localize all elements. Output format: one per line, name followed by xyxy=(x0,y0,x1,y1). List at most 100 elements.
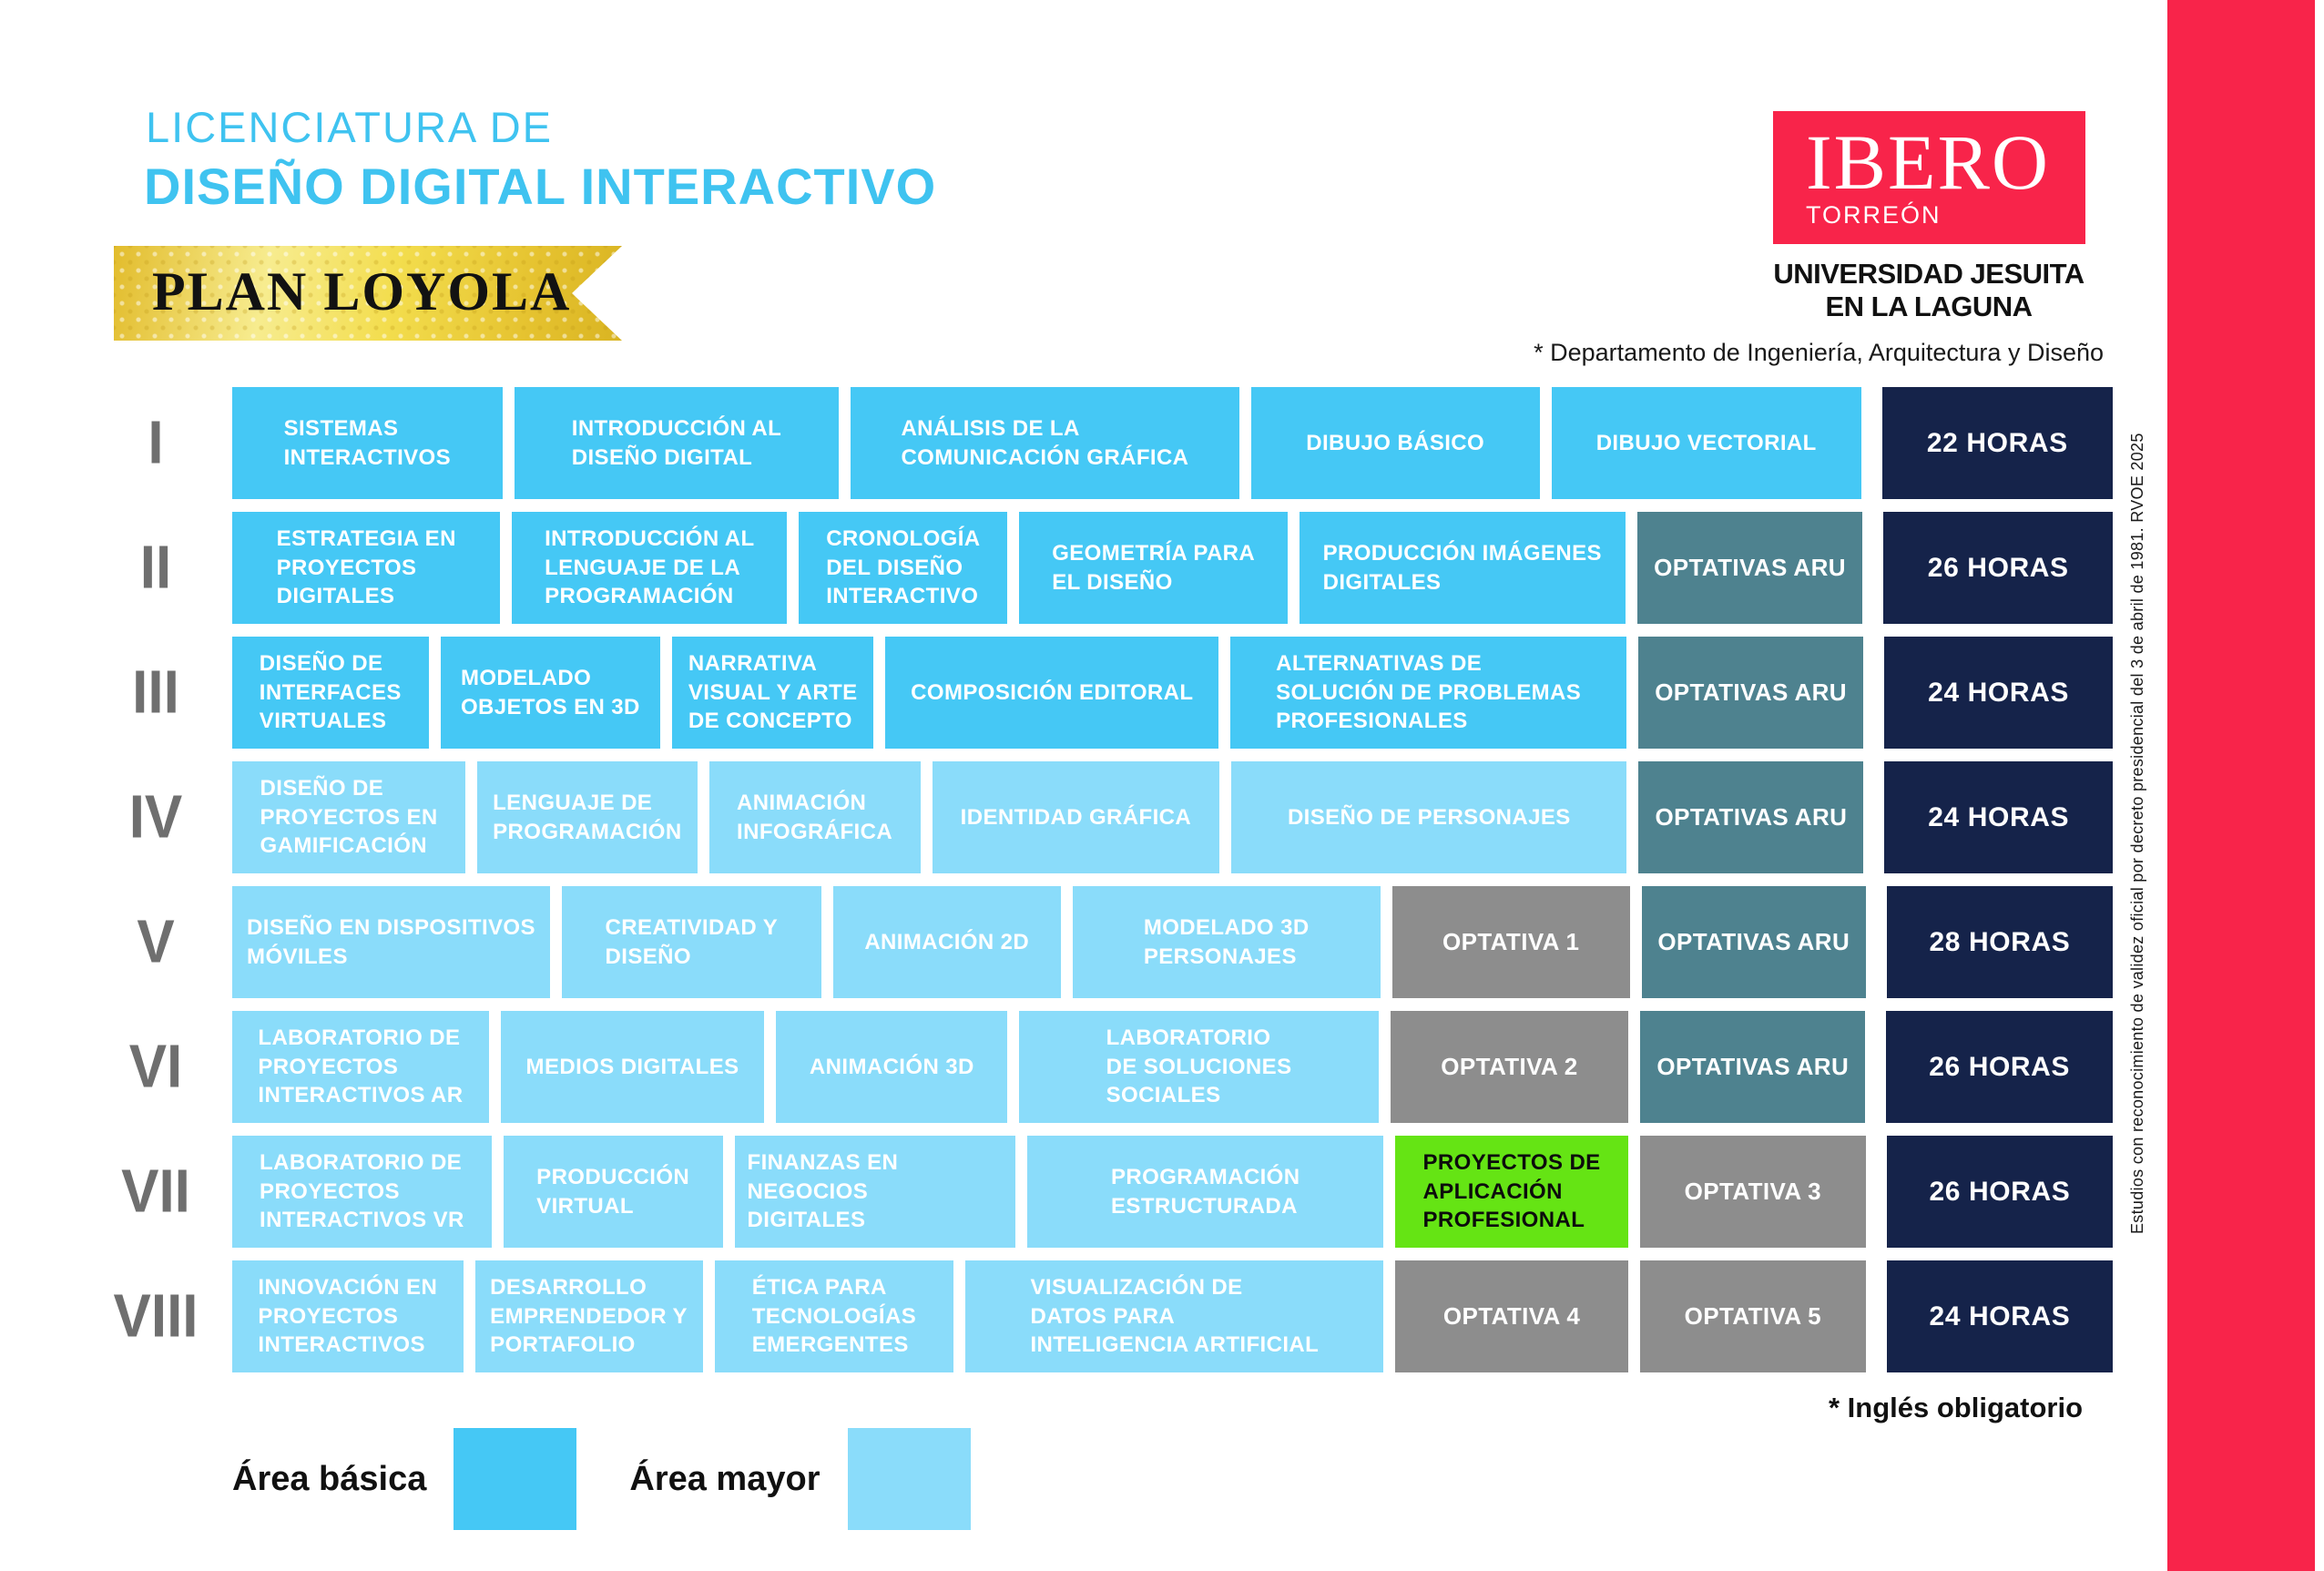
optativa-cell: OPTATIVA 5 xyxy=(1639,1260,1866,1372)
cell-label: LABORATORIO DE PROYECTOS INTERACTIVOS VR xyxy=(260,1149,464,1233)
hours-cell: 24 HORAS xyxy=(1884,637,2114,749)
hours-label: 26 HORAS xyxy=(1929,1176,2071,1207)
course-cell: FINANZAS EN NEGOCIOS DIGITALES xyxy=(734,1136,1016,1248)
semester-numeral: I xyxy=(148,409,164,477)
cell-label: MODELADO 3D PERSONAJES xyxy=(1143,914,1310,969)
hours-cell: 24 HORAS xyxy=(1884,761,2114,873)
course-cell: ANIMACIÓN 2D xyxy=(832,886,1061,998)
cell-label: PRODUCCIÓN VIRTUAL xyxy=(536,1164,690,1219)
cell-label: IDENTIDAD GRÁFICA xyxy=(960,804,1192,830)
cell-label: OPTATIVAS ARU xyxy=(1655,678,1847,707)
english-required-note: * Inglés obligatorio xyxy=(1828,1392,2083,1423)
cell-label: OPTATIVA 5 xyxy=(1684,1302,1822,1331)
hours-cell: 26 HORAS xyxy=(1883,512,2114,624)
cell-label: MODELADO OBJETOS EN 3D xyxy=(460,665,640,719)
optativa-cell: OPTATIVA 4 xyxy=(1395,1260,1628,1372)
course-cell: PROYECTOS DE APLICACIÓN PROFESIONAL xyxy=(1395,1136,1628,1248)
course-cell: MEDIOS DIGITALES xyxy=(500,1011,765,1123)
legend: Área básica Área mayor xyxy=(232,1426,971,1532)
semester-numeral: III xyxy=(132,658,179,727)
course-cell: IDENTIDAD GRÁFICA xyxy=(932,761,1220,873)
course-cell: ÉTICA PARA TECNOLOGÍAS EMERGENTES xyxy=(714,1260,954,1372)
legend-basic-swatch xyxy=(454,1428,577,1530)
cell-label: OPTATIVAS ARU xyxy=(1655,803,1848,831)
semester-numeral: V xyxy=(137,908,175,976)
hours-label: 26 HORAS xyxy=(1927,552,2069,583)
course-cell: SISTEMAS INTERACTIVOS xyxy=(232,387,503,499)
course-cell: CRONOLOGÍA DEL DISEÑO INTERACTIVO xyxy=(799,512,1008,624)
curriculum-grid: I SISTEMAS INTERACTIVOS INTRODUCCIÓN AL DI… xyxy=(91,387,2114,1385)
cell-label: DISEÑO DE PROYECTOS EN GAMIFICACIÓN xyxy=(260,775,438,859)
hours-cell: 28 HORAS xyxy=(1886,886,2113,998)
cell-label: PROGRAMACIÓN ESTRUCTURADA xyxy=(1111,1164,1300,1219)
semester-numeral: VII xyxy=(121,1158,190,1226)
cell-label: DIBUJO BÁSICO xyxy=(1306,430,1485,455)
course-cell: MODELADO OBJETOS EN 3D xyxy=(440,637,661,749)
cell-label: ANIMACIÓN 3D xyxy=(809,1054,974,1079)
course-cell: LABORATORIO DE PROYECTOS INTERACTIVOS AR xyxy=(232,1011,489,1123)
cell-label: LABORATORIO DE SOLUCIONES SOCIALES xyxy=(1106,1025,1292,1108)
optativa-cell: OPTATIVAS ARU xyxy=(1638,761,1864,873)
course-cell: GEOMETRÍA PARA EL DISEÑO xyxy=(1019,512,1288,624)
hours-label: 22 HORAS xyxy=(1926,427,2068,458)
semester-row: VII LABORATORIO DE PROYECTOS INTERACTIVOS… xyxy=(91,1136,2113,1248)
cell-label: OPTATIVAS ARU xyxy=(1654,554,1846,582)
course-cell: VISUALIZACIÓN DE DATOS PARA INTELIGENCIA… xyxy=(965,1260,1384,1372)
course-cell: LABORATORIO DE SOLUCIONES SOCIALES xyxy=(1019,1011,1379,1123)
course-cell: PRODUCCIÓN VIRTUAL xyxy=(503,1136,723,1248)
hours-cell: 22 HORAS xyxy=(1881,387,2114,499)
legend-major-swatch xyxy=(847,1428,971,1530)
course-cell: DISEÑO DE INTERFACES VIRTUALES xyxy=(232,637,429,749)
hours-cell: 26 HORAS xyxy=(1886,1011,2114,1123)
course-cell: DISEÑO DE PROYECTOS EN GAMIFICACIÓN xyxy=(232,761,466,873)
cell-label: ANÁLISIS DE LA COMUNICACIÓN GRÁFICA xyxy=(901,415,1189,470)
cell-label: OPTATIVA 3 xyxy=(1684,1178,1822,1206)
course-cell: PROGRAMACIÓN ESTRUCTURADA xyxy=(1027,1136,1384,1248)
hours-cell: 26 HORAS xyxy=(1886,1136,2113,1248)
course-cell: DISEÑO EN DISPOSITIVOS MÓVILES xyxy=(232,886,550,998)
optativa-cell: OPTATIVAS ARU xyxy=(1640,1011,1866,1123)
course-cell: ALTERNATIVAS DE SOLUCIÓN DE PROBLEMAS PR… xyxy=(1230,637,1627,749)
cell-label: LENGUAJE DE PROGRAMACIÓN xyxy=(493,790,682,844)
cell-label: OPTATIVA 1 xyxy=(1442,928,1580,956)
cell-label: PROYECTOS DE APLICACIÓN PROFESIONAL xyxy=(1422,1149,1601,1233)
cell-label: LABORATORIO DE PROYECTOS INTERACTIVOS AR xyxy=(258,1025,464,1108)
university-subtitle: UNIVERSIDAD JESUITA EN LA LAGUNA xyxy=(1773,258,2084,322)
semester-row: I SISTEMAS INTERACTIVOS INTRODUCCIÓN AL DI… xyxy=(91,387,2114,499)
cell-label: INTRODUCCIÓN AL DISEÑO DIGITAL xyxy=(571,415,782,470)
cell-label: SISTEMAS INTERACTIVOS xyxy=(283,415,452,470)
course-cell: INTRODUCCIÓN AL LENGUAJE DE LA PROGRAMAC… xyxy=(512,512,788,624)
course-cell: ANIMACIÓN INFOGRÁFICA xyxy=(708,761,921,873)
hours-label: 24 HORAS xyxy=(1929,1301,2071,1331)
optativa-cell: OPTATIVAS ARU xyxy=(1641,886,1866,998)
department-note: * Departamento de Ingeniería, Arquitectu… xyxy=(1534,339,2104,366)
ibero-logo-campus: TORREÓN xyxy=(1806,201,1942,230)
course-cell: PRODUCCIÓN IMÁGENES DIGITALES xyxy=(1299,512,1626,624)
semester-row: IV DISEÑO DE PROYECTOS EN GAMIFICACIÓN LEN… xyxy=(91,761,2114,873)
cell-label: CREATIVIDAD Y DISEÑO xyxy=(605,914,779,969)
course-cell: ANIMACIÓN 3D xyxy=(776,1011,1008,1123)
cell-label: OPTATIVA 2 xyxy=(1441,1053,1578,1081)
optativa-cell: OPTATIVA 1 xyxy=(1391,886,1630,998)
optativa-cell: OPTATIVA 3 xyxy=(1639,1136,1866,1248)
course-cell: ANÁLISIS DE LA COMUNICACIÓN GRÁFICA xyxy=(851,387,1239,499)
ibero-logo-brand: IBERO xyxy=(1806,117,2050,206)
optativa-cell: OPTATIVAS ARU xyxy=(1638,637,1864,749)
rvoe-note: Estudios con reconocimiento de validez o… xyxy=(2128,433,2146,1234)
cell-label: DISEÑO DE PERSONAJES xyxy=(1287,804,1571,830)
cell-label: CRONOLOGÍA DEL DISEÑO INTERACTIVO xyxy=(826,525,981,609)
legend-basic-label: Área básica xyxy=(232,1459,427,1498)
course-cell: MODELADO 3D PERSONAJES xyxy=(1072,886,1381,998)
degree-title-line1: LICENCIATURA DE xyxy=(146,103,553,151)
course-cell: DISEÑO DE PERSONAJES xyxy=(1231,761,1627,873)
cell-label: DISEÑO EN DISPOSITIVOS MÓVILES xyxy=(247,914,535,969)
course-cell: DIBUJO BÁSICO xyxy=(1250,387,1540,499)
semester-row: III DISEÑO DE INTERFACES VIRTUALES MODELAD… xyxy=(91,637,2114,749)
cell-label: MEDIOS DIGITALES xyxy=(525,1054,739,1079)
cell-label: DIBUJO VECTORIAL xyxy=(1595,430,1817,455)
hours-label: 28 HORAS xyxy=(1929,926,2071,957)
semester-row: VIII INNOVACIÓN EN PROYECTOS INTERACTIVOS… xyxy=(91,1260,2114,1372)
semester-row: VI LABORATORIO DE PROYECTOS INTERACTIVOS … xyxy=(91,1011,2114,1123)
course-cell: NARRATIVA VISUAL Y ARTE DE CONCEPTO xyxy=(672,637,874,749)
hours-label: 24 HORAS xyxy=(1928,677,2070,708)
